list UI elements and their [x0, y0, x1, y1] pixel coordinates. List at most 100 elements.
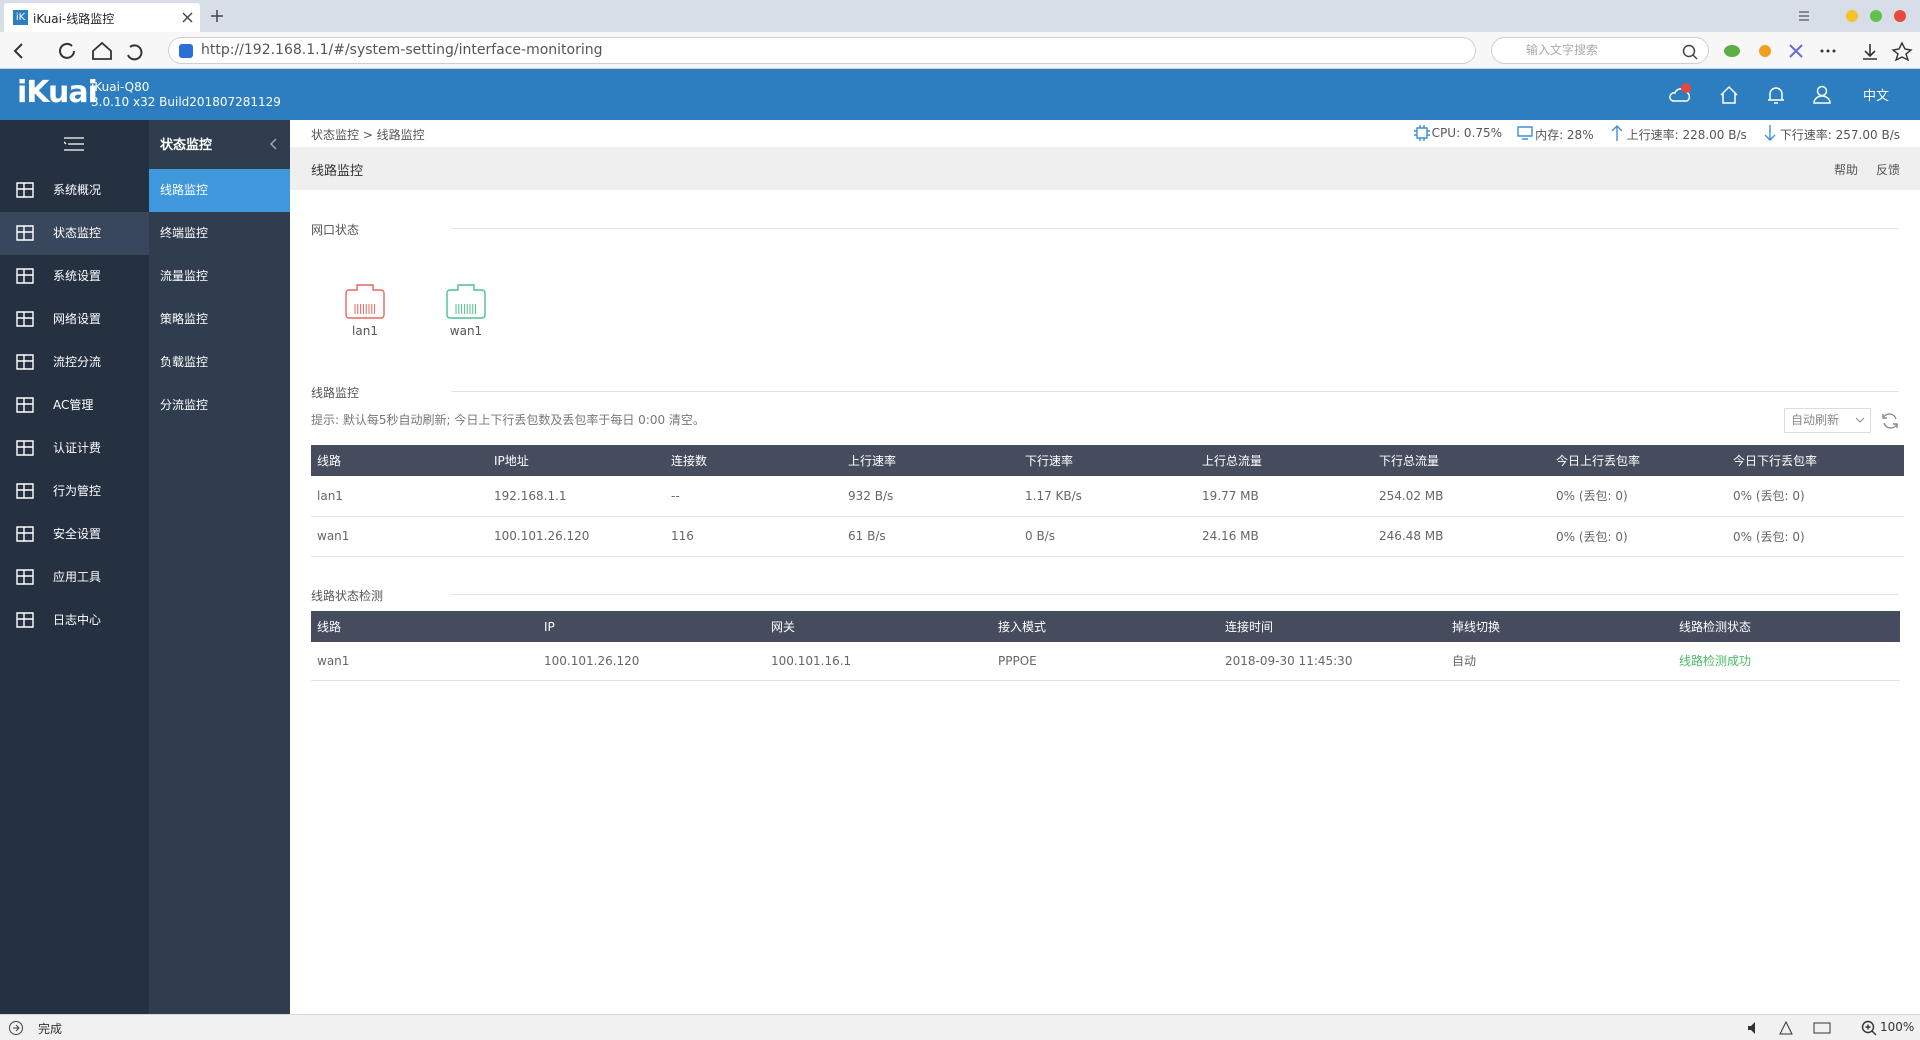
menu-item[interactable]: 日志中心 [0, 599, 149, 642]
refresh-button[interactable] [1880, 411, 1900, 431]
status-text: 完成 [38, 1022, 63, 1036]
stat: 内存: 28% [1516, 126, 1594, 143]
menu-label: 系统设置 [53, 269, 102, 283]
menu-item[interactable]: 状态监控 [0, 212, 149, 255]
menu-item[interactable]: 认证计费 [0, 427, 149, 470]
tab-title: iKuai-线路监控 [33, 12, 115, 26]
section-title: 线路状态检测 [311, 589, 384, 603]
menu-label: 日志中心 [53, 613, 102, 627]
column-header: 接入模式 [992, 611, 1219, 642]
table-cell: 100.101.16.1 [765, 642, 992, 681]
table-cell: -- [665, 476, 842, 517]
column-header: 今日上行丢包率 [1550, 445, 1727, 476]
submenu-item[interactable]: 负载监控 [160, 355, 209, 369]
section-title: 线路监控 [311, 386, 360, 400]
new-tab[interactable] [210, 9, 224, 23]
table-cell: wan1 [311, 642, 538, 681]
menu-label: 状态监控 [53, 226, 102, 240]
status-bar: 完成 100% [0, 1014, 1920, 1040]
main-menu: 系统概况状态监控系统设置网络设置流控分流 AC管理认证计费行为管控安全设置应用工具… [0, 120, 149, 1014]
menu-label: 应用工具 [53, 570, 102, 584]
status-icons [1748, 1020, 1831, 1035]
search-field[interactable]: 输入文字搜索 [1491, 37, 1709, 64]
url-text: http://192.168.1.1/#/system-setting/inte… [201, 42, 603, 58]
port-icon [345, 284, 385, 319]
table-cell: 61 B/s [842, 516, 1019, 557]
menu-item[interactable]: 系统设置 [0, 255, 149, 298]
table-cell: 246.48 MB [1373, 516, 1550, 557]
sub-menu: 状态监控 线路监控 终端监控 流量监控 策略监控 负载监控 分流监控 [149, 120, 290, 1014]
column-header: 线路检测状态 [1673, 611, 1900, 642]
submenu-item[interactable]: 线路监控 [149, 169, 290, 212]
submenu-item[interactable]: 策略监控 [160, 312, 209, 326]
menu-item[interactable]: 安全设置 [0, 513, 149, 556]
table-cell: 2018-09-30 11:45:30 [1219, 642, 1446, 681]
collapse-menu[interactable] [64, 136, 86, 152]
table-row: wan1 100.101.26.120 100.101.16.1 PPPOE 2018-… [311, 642, 1900, 681]
dropdown-caret [1855, 417, 1865, 423]
submenu-item[interactable]: 流量监控 [160, 269, 209, 283]
port[interactable]: lan1 [340, 282, 390, 338]
table-cell: 932 B/s [842, 476, 1019, 517]
brand-logo: iKuai [17, 75, 98, 110]
submenu-item[interactable]: 终端监控 [160, 226, 209, 240]
submenu-item[interactable]: 分流监控 [160, 398, 209, 412]
menu-item[interactable]: 系统概况 [0, 169, 149, 212]
menu-icon [16, 225, 34, 241]
table-cell: wan1 [311, 516, 488, 557]
menu-label: 行为管控 [53, 484, 102, 498]
table-cell: 0% (丢包: 0) [1550, 516, 1727, 557]
nav-buttons[interactable] [10, 41, 150, 61]
section-title: 网口状态 [311, 223, 360, 237]
column-header: 下行速率 [1019, 445, 1196, 476]
port[interactable]: wan1 [441, 282, 491, 338]
address-bar: http://192.168.1.1/#/system-setting/inte… [0, 32, 1920, 69]
table-cell: 自动 [1446, 642, 1673, 681]
zoom-level: 100% [1880, 1020, 1915, 1034]
table-cell: 100.101.26.120 [488, 516, 665, 557]
stat-icon [1517, 126, 1533, 140]
title-link[interactable]: 帮助 [1833, 163, 1858, 177]
tab-close[interactable] [182, 12, 193, 23]
stat-text: CPU: 0.75% [1431, 126, 1503, 140]
favicon: iK [13, 10, 28, 25]
column-header: 网关 [765, 611, 992, 642]
menu-icon [16, 612, 34, 628]
header-icons[interactable] [1668, 83, 1848, 107]
menu-label: 认证计费 [53, 441, 102, 455]
menu-label: 网络设置 [53, 312, 102, 326]
table-header: 线路 IP地址 连接数 上行速率 下行速率 上行总流量 下行总流量 今日上行丢包率 今日下行丢包… [311, 445, 1904, 476]
column-header: IP地址 [488, 445, 665, 476]
section-rule [451, 391, 1899, 392]
column-header: 线路 [311, 611, 538, 642]
menu-item[interactable]: 行为管控 [0, 470, 149, 513]
security-icon [179, 44, 193, 58]
table-cell: 24.16 MB [1196, 516, 1373, 557]
browser-tab[interactable]: iK iKuai-线路监控 [4, 3, 200, 32]
version: 3.0.10 x32 Build201807281129 [91, 95, 281, 109]
table-cell: 116 [665, 516, 842, 557]
refresh-select[interactable]: 自动刷新 [1784, 408, 1871, 433]
menu-item[interactable]: 应用工具 [0, 556, 149, 599]
refresh-select-value: 自动刷新 [1791, 413, 1840, 427]
title-bar: 线路监控 帮助 反馈 [290, 147, 1920, 190]
menu-item[interactable]: AC管理 [0, 384, 149, 427]
submenu-collapse[interactable] [269, 138, 277, 150]
title-link[interactable]: 反馈 [1875, 163, 1900, 177]
column-header: 连接时间 [1219, 611, 1446, 642]
menu-icon [16, 397, 34, 413]
table-cell: 192.168.1.1 [488, 476, 665, 517]
stat-icon [1611, 125, 1623, 141]
column-header: IP [538, 611, 765, 642]
status-icon [9, 1021, 23, 1035]
menu-item[interactable]: 网络设置 [0, 298, 149, 341]
url-field[interactable]: http://192.168.1.1/#/system-setting/inte… [168, 37, 1476, 64]
menu-icon [16, 354, 34, 370]
language-switch[interactable]: 中文 [1863, 89, 1890, 104]
menu-item[interactable]: 流控分流 [0, 341, 149, 384]
table-cell: 0% (丢包: 0) [1550, 476, 1727, 517]
stat-icon [1413, 125, 1430, 141]
port-label: wan1 [449, 324, 483, 338]
zoom-icon [1861, 1020, 1877, 1036]
column-header: 连接数 [665, 445, 842, 476]
